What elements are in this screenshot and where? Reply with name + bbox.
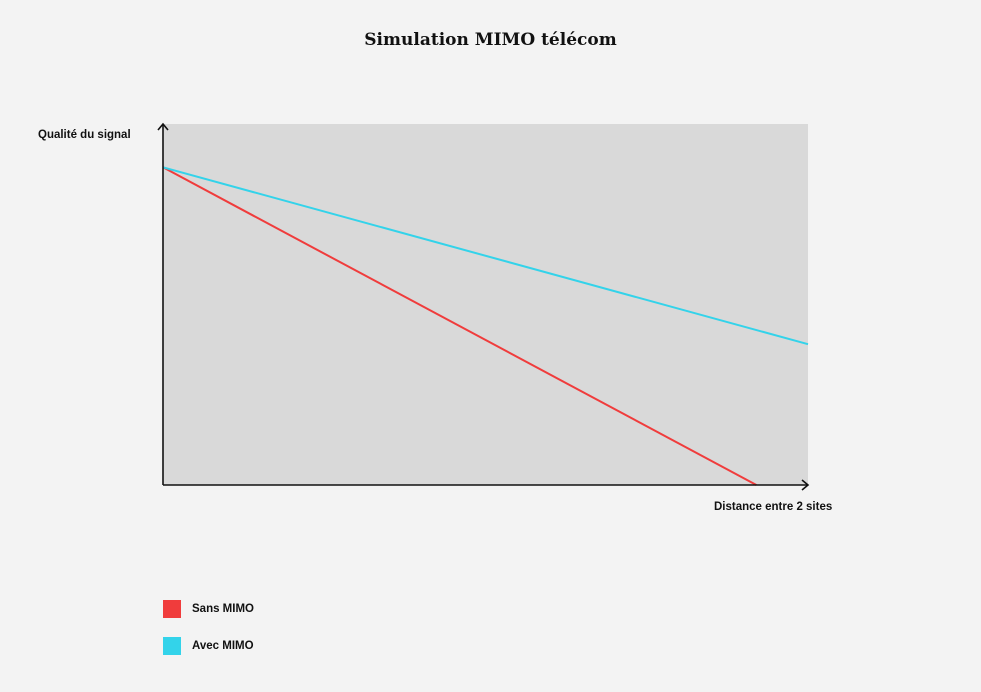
axes (157, 122, 810, 491)
plot-area (163, 124, 808, 485)
legend: Sans MIMO Avec MIMO (163, 600, 254, 674)
chart-title: Simulation MIMO télécom (364, 30, 617, 50)
legend-item-avec-mimo: Avec MIMO (163, 637, 254, 655)
legend-swatch-cyan (163, 637, 181, 655)
series-line-sans-mimo (162, 166, 757, 486)
legend-label: Avec MIMO (192, 640, 254, 652)
legend-item-sans-mimo: Sans MIMO (163, 600, 254, 618)
legend-swatch-red (163, 600, 181, 618)
y-axis-label: Qualité du signal (38, 129, 131, 141)
legend-label: Sans MIMO (192, 603, 254, 615)
x-axis-arrow-icon (801, 479, 810, 491)
x-axis-label: Distance entre 2 sites (714, 501, 833, 513)
y-axis-arrow-icon (157, 122, 169, 131)
series-layer (162, 166, 809, 486)
series-line-avec-mimo (162, 166, 809, 346)
